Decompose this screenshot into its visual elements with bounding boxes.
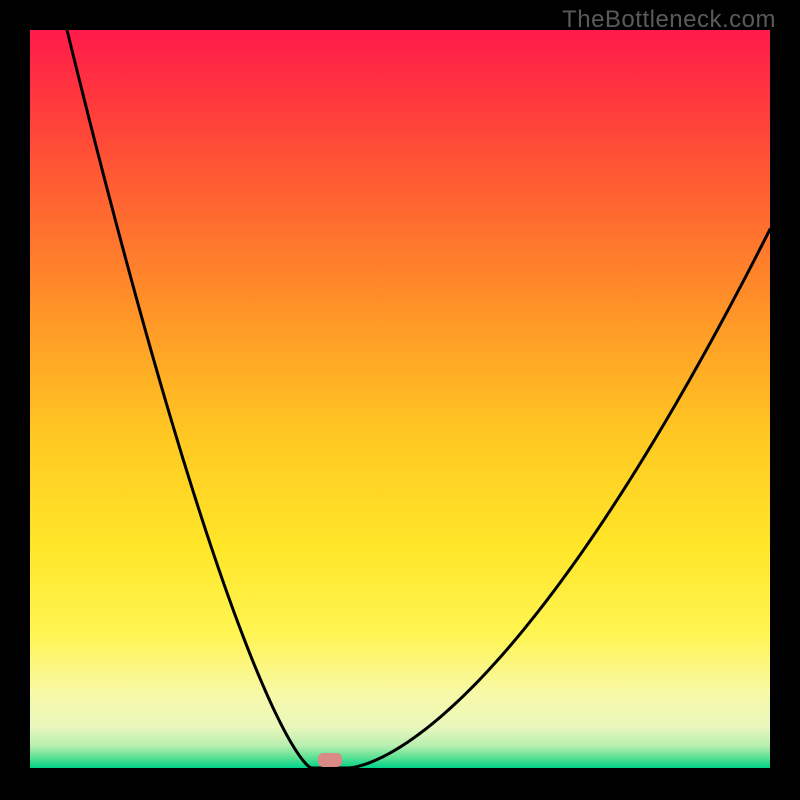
minimum-marker	[318, 753, 342, 767]
bottleneck-curve	[30, 30, 770, 768]
chart-frame: TheBottleneck.com	[0, 0, 800, 800]
plot-area	[30, 30, 770, 768]
